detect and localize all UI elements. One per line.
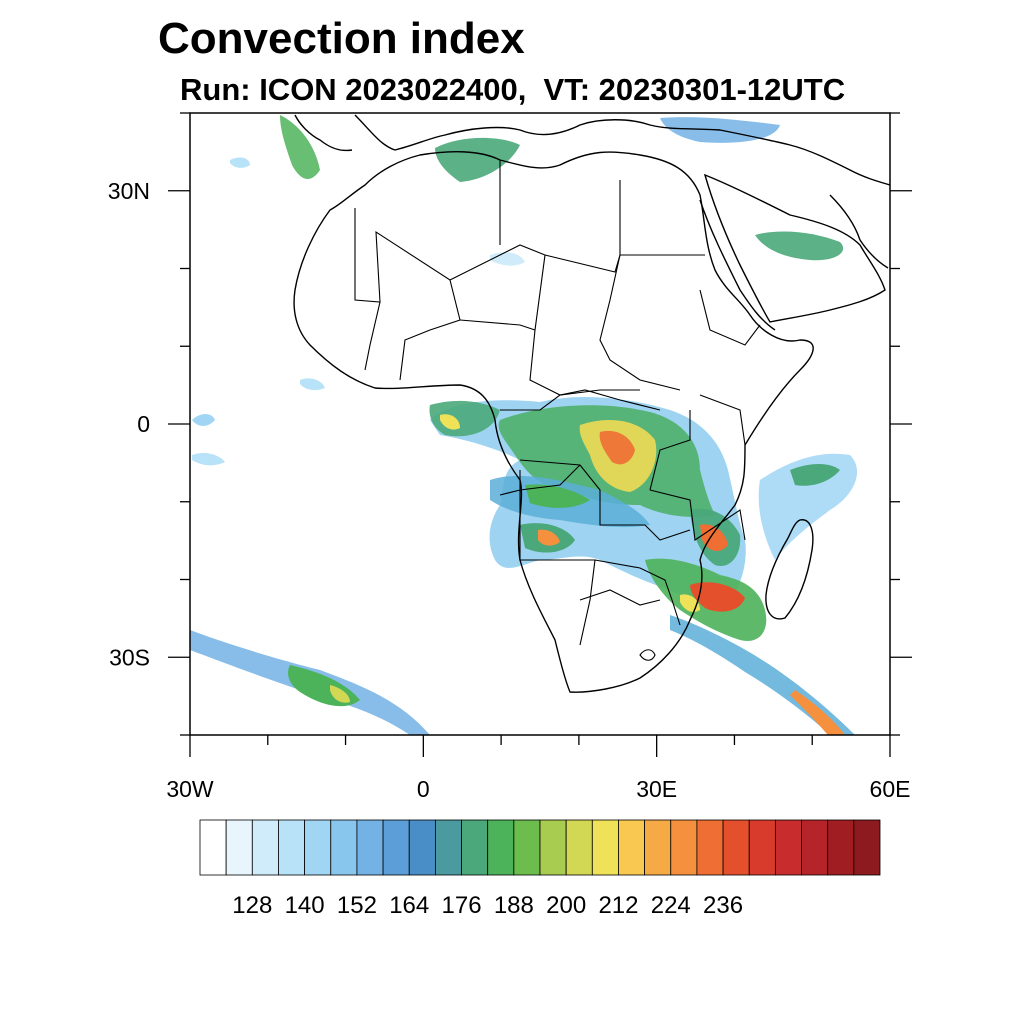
field-southeast-hot [690, 582, 745, 612]
country-borders [354, 160, 761, 661]
colorbar-swatch [696, 819, 724, 876]
colorbar-label: 128 [232, 892, 272, 919]
colorbar-swatch [644, 819, 672, 876]
border-line [599, 180, 681, 391]
border-line [364, 301, 381, 371]
chart-subtitle: Run: ICON 2023022400, VT: 20230301-12UTC [180, 72, 846, 107]
arabia-coastline [703, 173, 886, 323]
colorbar-label: 236 [703, 892, 743, 919]
colorbar-label: 176 [442, 892, 482, 919]
colorbar-swatch [251, 819, 279, 876]
colorbar-swatch [853, 819, 881, 876]
field-angola-green [525, 484, 590, 508]
border-line [579, 589, 661, 606]
red-sea-coast [699, 199, 776, 331]
field-atlantic-west [192, 414, 215, 426]
colorbar-swatch [199, 819, 227, 876]
coastlines [293, 114, 890, 693]
border-line [499, 464, 581, 496]
colorbar-label: 200 [546, 892, 586, 919]
field-sw-band-yellow [330, 685, 350, 703]
colorbar-swatch [591, 819, 619, 876]
convection-field [190, 115, 858, 735]
colorbar-swatch [565, 819, 593, 876]
lon-tick-label: 0 [417, 776, 430, 802]
colorbar-label: 140 [285, 892, 325, 919]
border-line [649, 410, 691, 491]
border-line [699, 394, 746, 446]
colorbar-swatch [330, 819, 358, 876]
axis-ticks [168, 112, 912, 757]
iberia-coastline [294, 114, 353, 152]
colorbar-swatch [408, 819, 436, 876]
colorbar-label: 164 [389, 892, 429, 919]
field-se-band-hot [790, 690, 845, 735]
field-angola-south-hot [538, 529, 560, 546]
border-line [699, 289, 761, 346]
colorbar: 128 140 152 164 176 188 200 212 224 236 [199, 819, 881, 919]
colorbar-swatch [513, 819, 541, 876]
colorbar-label: 152 [337, 892, 377, 919]
colorbar-swatch [487, 819, 515, 876]
map-content [190, 114, 890, 735]
field-madagascar-green [790, 464, 840, 486]
field-guinea-yellow [440, 414, 460, 430]
field-med-west [280, 115, 320, 180]
africa-coastline [293, 151, 814, 693]
colorbar-swatch [278, 819, 306, 876]
colorbar-swatch [382, 819, 410, 876]
colorbar-swatch [774, 819, 802, 876]
field-arabia [755, 231, 844, 261]
lat-tick-label: 30N [108, 178, 150, 204]
border-line [399, 279, 461, 381]
colorbar-swatch [722, 819, 750, 876]
axis-labels: 30W 0 30E 60E 30N 0 30S [108, 178, 911, 802]
lon-tick-label: 60E [870, 776, 911, 802]
border-line [459, 319, 536, 331]
border-line [354, 208, 705, 303]
border-line [594, 559, 681, 626]
colorbar-swatch [618, 819, 646, 876]
europe-coastline [354, 114, 890, 186]
lon-tick-label: 30E [636, 776, 677, 802]
colorbar-swatch [801, 819, 829, 876]
colorbar-label: 224 [651, 892, 691, 919]
lat-tick-label: 0 [137, 411, 150, 437]
colorbar-swatch [434, 819, 462, 876]
colorbar-swatch [748, 819, 776, 876]
colorbar-label: 188 [494, 892, 534, 919]
persian-gulf-coast [829, 194, 889, 269]
border-line [639, 649, 656, 661]
colorbar-label: 212 [598, 892, 638, 919]
colorbar-swatch [461, 819, 489, 876]
colorbar-swatch [225, 819, 253, 876]
chart-title: Convection index [158, 14, 525, 63]
field-atlantic-west2 [192, 452, 225, 466]
border-line [649, 489, 746, 541]
border-line [500, 389, 661, 411]
lat-tick-label: 30S [109, 644, 150, 670]
border-line [529, 254, 640, 396]
field-congo-red [599, 430, 635, 465]
field-north-atlantic [230, 157, 250, 168]
field-west-africa [300, 378, 325, 391]
colorbar-swatch [539, 819, 567, 876]
field-madagascar [758, 453, 858, 560]
field-mediterranean [435, 137, 520, 182]
colorbar-swatch [356, 819, 384, 876]
colorbar-swatch [304, 819, 332, 876]
madagascar-coastline [765, 519, 814, 620]
colorbar-swatch [670, 819, 698, 876]
lon-tick-label: 30W [166, 776, 214, 802]
colorbar-swatch [827, 819, 855, 876]
